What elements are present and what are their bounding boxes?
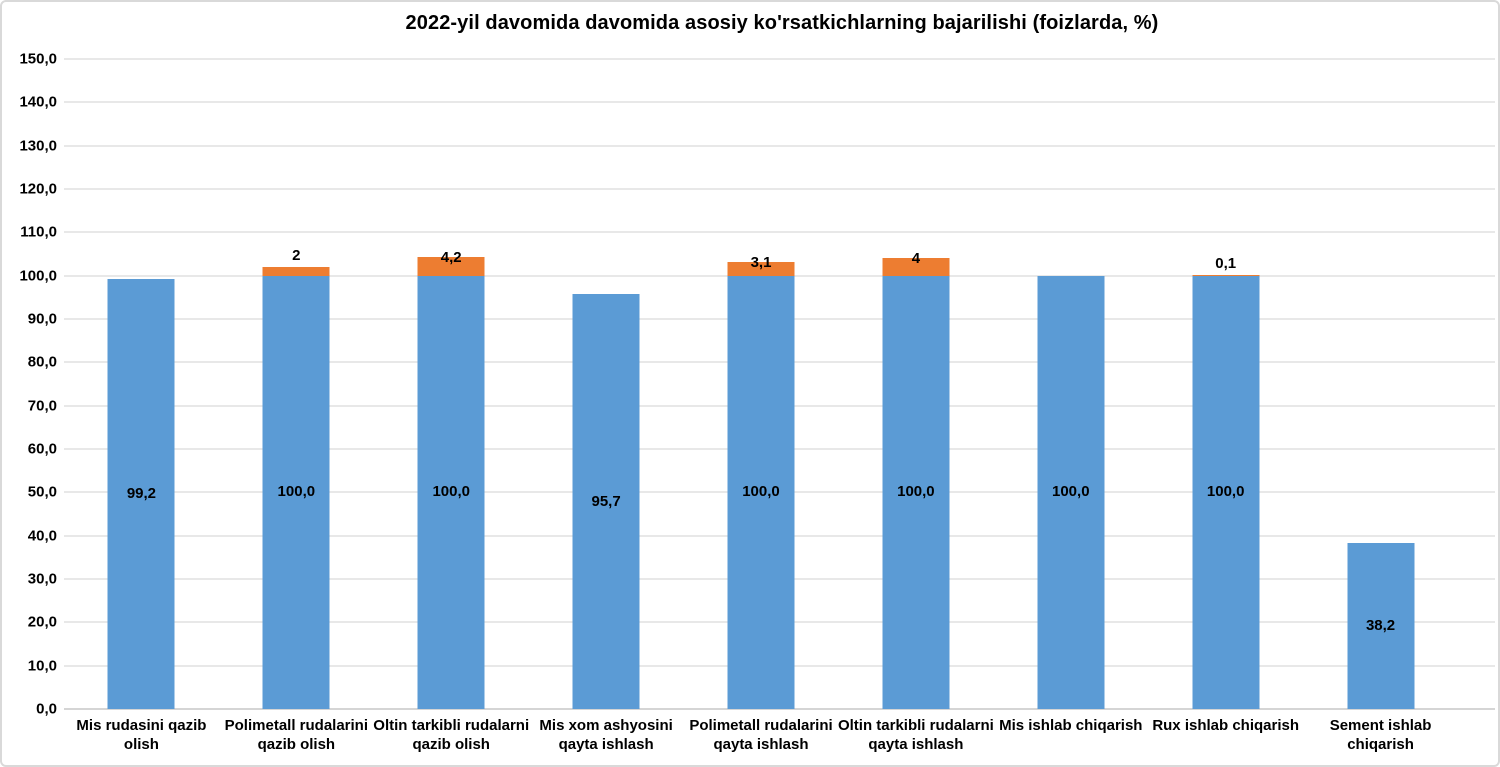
bar-segment-primary bbox=[727, 275, 795, 709]
category-cell: Mis ishlab chiqarish bbox=[993, 716, 1148, 764]
y-tick-label: 80,0 bbox=[27, 353, 57, 371]
category-label: Rux ishlab chiqarish bbox=[1152, 717, 1300, 734]
y-tick-label: 10,0 bbox=[27, 657, 57, 675]
y-tick-label: 130,0 bbox=[19, 137, 57, 155]
bar-group: 100,0 4 bbox=[838, 59, 993, 709]
y-tick-label: 70,0 bbox=[27, 397, 57, 415]
y-tick-label: 100,0 bbox=[19, 267, 57, 285]
bar-value-label: 100,0 bbox=[1052, 483, 1090, 501]
gridline bbox=[64, 58, 1495, 60]
bar-value-label: 100,0 bbox=[1206, 483, 1245, 501]
bar-segment-primary bbox=[107, 279, 175, 709]
y-tick-label: 40,0 bbox=[27, 527, 57, 545]
category-cell: Sement ishlab chiqarish bbox=[1303, 716, 1458, 764]
chart-title: 2022-yil davomida davomida asosiy ko'rsa… bbox=[405, 12, 1159, 34]
bar-secondary-value-label: 0,1 bbox=[1215, 255, 1237, 273]
bar-segment-primary bbox=[1037, 275, 1105, 709]
bar-secondary-value-label: 4 bbox=[911, 250, 921, 268]
category-cell: Polimetall rudalarini qayta ishlash bbox=[684, 716, 839, 764]
category-cell: Oltin tarkibli rudalarni qayta ishlash bbox=[838, 716, 994, 764]
bar-secondary-value-label: 2 bbox=[292, 247, 301, 264]
y-tick-label: 60,0 bbox=[27, 440, 57, 458]
bar-segment-primary bbox=[1347, 543, 1415, 709]
bar-value-label: 100,0 bbox=[277, 483, 316, 501]
bar-value-label: 100,0 bbox=[897, 483, 935, 501]
bar-secondary-value-label: 3,1 bbox=[750, 254, 772, 272]
gridline bbox=[64, 231, 1495, 234]
y-tick-label: 120,0 bbox=[19, 180, 57, 198]
bar-group: 100,0 3,1 bbox=[684, 59, 839, 709]
category-cell: Mis rudasini qazib olish bbox=[64, 716, 219, 764]
category-label: Mis rudasini qazib olish bbox=[76, 717, 207, 753]
bar-group: 100,0 bbox=[993, 59, 1148, 709]
category-label: Polimetall rudalarini qayta ishlash bbox=[689, 717, 833, 753]
bar-segment-primary bbox=[572, 294, 640, 709]
gridline bbox=[64, 188, 1495, 190]
category-label: Sement ishlab chiqarish bbox=[1329, 717, 1432, 753]
gridline bbox=[64, 144, 1495, 147]
category-cell: Oltin tarkibli rudalarni qazib olish bbox=[373, 716, 529, 764]
bar-segment-primary bbox=[417, 275, 485, 709]
y-tick-label: 50,0 bbox=[27, 483, 57, 501]
category-label: Oltin tarkibli rudalarni qazib olish bbox=[373, 717, 530, 753]
bar-segment-secondary bbox=[727, 262, 795, 276]
bar-segment-primary bbox=[882, 275, 950, 709]
category-label: Polimetall rudalarini qazib olish bbox=[224, 717, 369, 753]
bar-group: 100,0 0,1 bbox=[1148, 59, 1303, 709]
bar-group: 38,2 bbox=[1303, 59, 1458, 709]
y-tick-label: 20,0 bbox=[27, 613, 57, 631]
bar-group: 99,2 bbox=[64, 59, 219, 709]
bar-group: 100,0 4,2 bbox=[374, 59, 529, 709]
bar-group: 95,7 bbox=[529, 59, 684, 709]
bar-secondary-value-label: 4,2 bbox=[440, 249, 462, 267]
category-cell: Rux ishlab chiqarish bbox=[1148, 716, 1303, 764]
category-label: Mis xom ashyosini qayta ishlash bbox=[539, 717, 673, 753]
bar-segment-primary bbox=[262, 275, 330, 709]
bar-segment-primary bbox=[1192, 275, 1260, 709]
category-label: Mis ishlab chiqarish bbox=[999, 717, 1143, 734]
y-axis: 0,0 10,0 20,0 30,0 40,0 50,0 60,0 70,0 80,0 90,0 1… bbox=[2, 51, 57, 718]
bar-value-label: 99,2 bbox=[126, 485, 157, 503]
y-tick-label: 140,0 bbox=[19, 93, 57, 111]
x-axis: Mis rudasini qazib olish Polimetall rudala… bbox=[64, 716, 1458, 764]
bar-segment-secondary bbox=[262, 267, 330, 276]
bar-value-label: 100,0 bbox=[742, 483, 780, 501]
bar-value-label: 100,0 bbox=[432, 483, 470, 501]
y-tick-label: 110,0 bbox=[20, 223, 57, 241]
category-label: Oltin tarkibli rudalarni qayta ishlash bbox=[837, 717, 994, 753]
y-tick-label: 0,0 bbox=[36, 700, 57, 718]
category-cell: Mis xom ashyosini qayta ishlash bbox=[529, 716, 684, 764]
bar-value-label: 95,7 bbox=[591, 492, 621, 510]
x-axis-line bbox=[64, 708, 1495, 710]
y-tick-label: 150,0 bbox=[19, 50, 57, 68]
bar-group: 100,0 2 bbox=[219, 59, 374, 709]
bar-value-label: 38,2 bbox=[1365, 617, 1396, 635]
gridline bbox=[64, 101, 1495, 104]
bar-segment-secondary bbox=[882, 258, 950, 276]
category-cell: Polimetall rudalarini qazib olish bbox=[219, 716, 374, 764]
y-tick-label: 90,0 bbox=[27, 310, 57, 328]
bar-segment-secondary bbox=[417, 257, 485, 276]
y-tick-label: 30,0 bbox=[27, 570, 57, 588]
bars-layer: 99,2 100,0 2 100,0 4,2 95,7 100,0 3,1 100,0 4 100,… bbox=[64, 59, 1458, 709]
